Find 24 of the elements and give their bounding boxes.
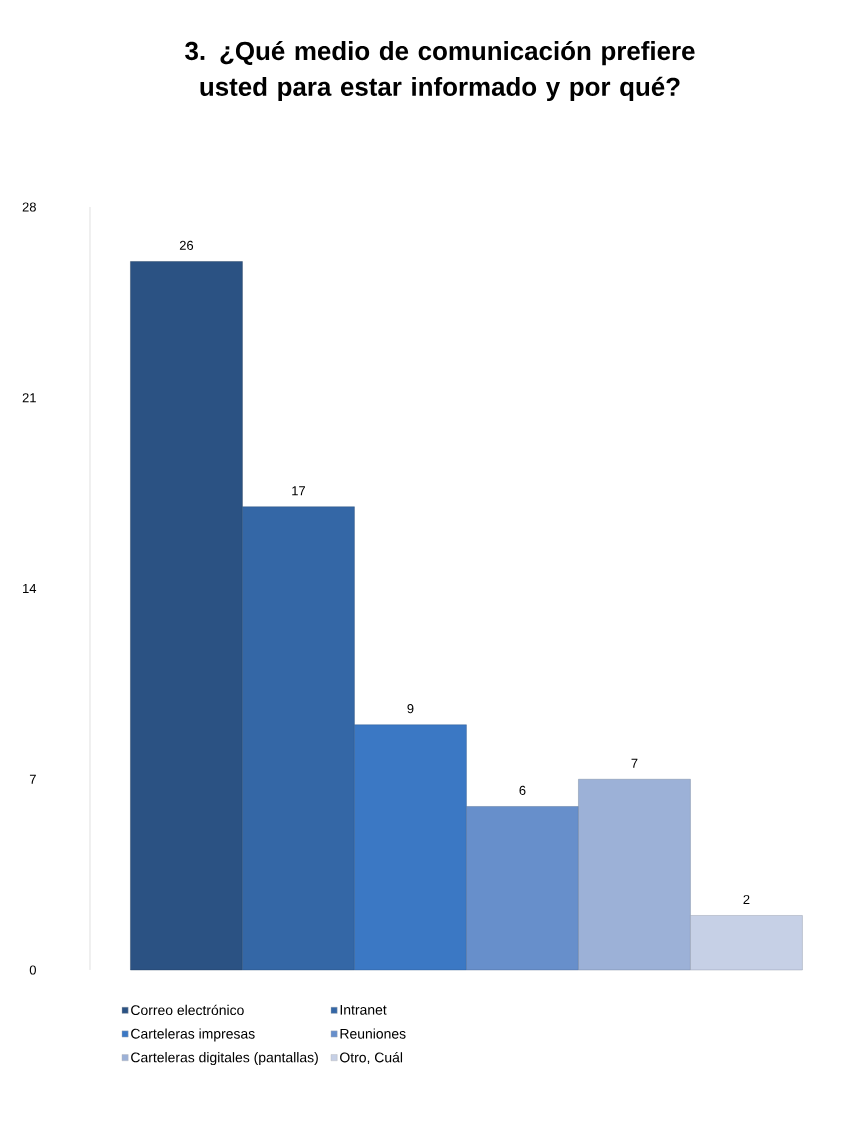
legend-label: Correo electrónico (131, 1004, 244, 1016)
data-label: 7 (631, 758, 638, 768)
data-label: 6 (519, 785, 526, 795)
y-tick-label: 14 (23, 584, 37, 593)
legend-label: Reuniones (340, 1028, 406, 1039)
data-label: 2 (743, 894, 750, 904)
bar (690, 915, 803, 971)
bar (466, 806, 579, 971)
legend-label: Carteleras digitales (pantallas) (131, 1052, 318, 1066)
bar (130, 261, 243, 971)
y-tick-label: 7 (29, 774, 36, 784)
data-label: 17 (292, 486, 305, 496)
y-tick-label: 0 (29, 965, 36, 975)
data-label: 9 (407, 704, 414, 714)
y-tick-label: 21 (22, 393, 36, 403)
y-tick-label: 28 (22, 202, 36, 212)
bar (242, 506, 355, 971)
data-label: 26 (179, 240, 194, 250)
chart-title: 3. ¿Qué medio de comunicación prefiere usted para estar informado y por qué? (185, 40, 695, 102)
bar (578, 779, 691, 971)
legend-label: Otro, Cuál (340, 1052, 403, 1065)
legend-label: Carteleras impresas (131, 1028, 255, 1042)
bar (354, 724, 467, 971)
legend-label: Intranet (340, 1005, 387, 1015)
